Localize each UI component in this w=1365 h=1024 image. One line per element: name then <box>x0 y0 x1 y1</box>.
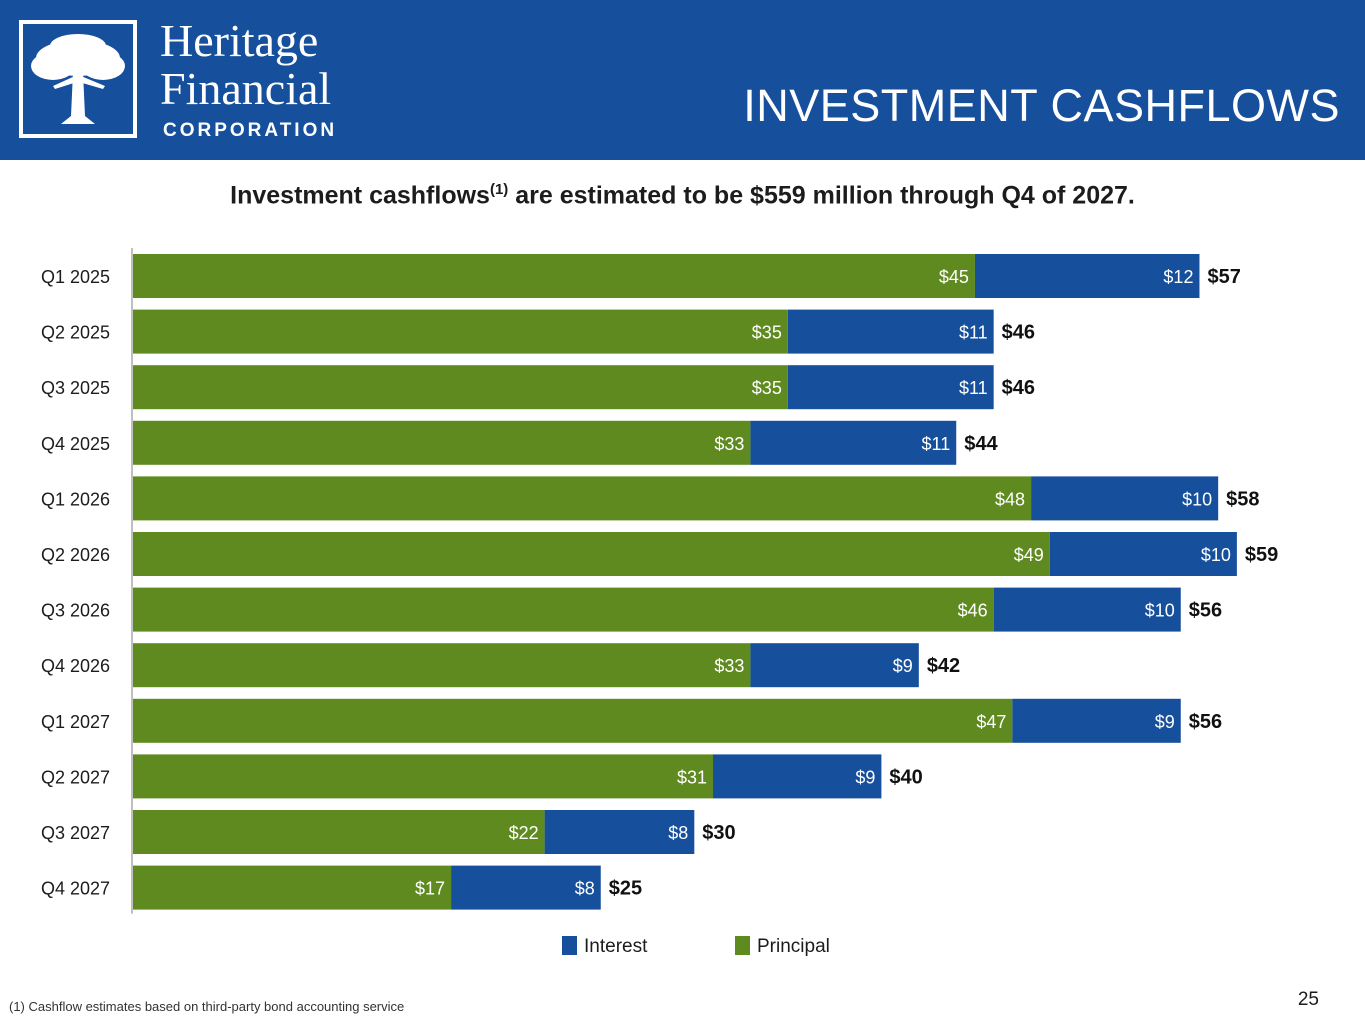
bar-interest <box>993 587 1181 632</box>
data-label-principal: $31 <box>677 767 707 787</box>
bar-principal <box>133 865 452 910</box>
bar-principal <box>133 254 975 298</box>
data-label-interest: $9 <box>855 767 875 787</box>
legend-item-principal: Principal <box>735 936 830 958</box>
bar-interest <box>544 810 695 854</box>
subtitle-text-before: Investment cashflows <box>230 181 490 210</box>
category-label: Q3 2027 <box>41 823 110 843</box>
category-label: Q4 2025 <box>41 434 110 454</box>
legend-swatch-principal <box>735 936 750 955</box>
data-label-principal: $17 <box>415 879 445 899</box>
logo-wordmark-line1: Heritage <box>160 15 319 66</box>
bar-interest <box>787 309 994 354</box>
data-label-interest: $12 <box>1163 267 1193 287</box>
bar-principal <box>133 754 714 799</box>
subtitle-text-after: are estimated to be $559 million through… <box>508 181 1135 210</box>
data-label-total: $25 <box>609 878 642 900</box>
subtitle-superscript: (1) <box>489 181 509 198</box>
bar-principal <box>133 420 751 465</box>
data-label-interest: $10 <box>1145 601 1175 621</box>
page-number: 25 <box>1297 989 1319 1010</box>
data-label-interest: $11 <box>959 378 988 398</box>
bar-principal <box>133 365 788 410</box>
bar-interest <box>1012 698 1181 743</box>
category-label: Q1 2027 <box>41 712 110 732</box>
bar-principal <box>133 532 1050 576</box>
data-label-interest: $8 <box>575 879 595 899</box>
category-label: Q2 2026 <box>41 545 110 565</box>
legend-item-interest: Interest <box>562 936 647 958</box>
data-label-interest: $8 <box>668 823 688 843</box>
bar-principal <box>133 309 788 354</box>
data-label-total: $42 <box>927 655 960 677</box>
bar-principal <box>133 476 1032 521</box>
footnote: (1) Cashflow estimates based on third-pa… <box>9 999 405 1014</box>
category-label: Q4 2026 <box>41 656 110 676</box>
chart-subtitle: Investment cashflows(1) are estimated to… <box>0 181 1365 210</box>
logo-wordmark-line2: Financial <box>160 63 332 114</box>
bar-interest <box>750 643 919 688</box>
data-label-total: $58 <box>1226 488 1259 510</box>
bar-interest <box>787 365 994 410</box>
data-label-total: $57 <box>1207 266 1240 288</box>
data-label-total: $59 <box>1245 544 1278 566</box>
bar-interest <box>1031 476 1219 521</box>
data-label-interest: $10 <box>1182 489 1212 509</box>
bar-principal <box>133 643 751 688</box>
data-label-principal: $49 <box>1014 545 1044 565</box>
bar-interest <box>750 420 957 465</box>
tree-icon <box>31 34 125 124</box>
legend-label-principal: Principal <box>757 936 830 957</box>
bar-interest <box>451 865 601 910</box>
bar-interest <box>1049 532 1237 576</box>
logo-badge <box>19 20 137 138</box>
data-label-principal: $35 <box>752 323 782 343</box>
data-label-principal: $35 <box>752 378 782 398</box>
bar-interest <box>713 754 882 799</box>
data-label-interest: $10 <box>1201 545 1231 565</box>
data-label-principal: $33 <box>714 656 744 676</box>
bar-principal <box>133 810 545 854</box>
data-label-interest: $9 <box>893 656 913 676</box>
data-label-principal: $48 <box>995 489 1025 509</box>
data-label-total: $44 <box>964 433 998 455</box>
legend-label-interest: Interest <box>584 936 648 957</box>
data-label-interest: $11 <box>922 434 951 454</box>
bar-principal <box>133 698 1013 743</box>
category-label: Q1 2025 <box>41 267 110 287</box>
data-label-principal: $22 <box>509 823 539 843</box>
data-label-interest: $11 <box>959 323 988 343</box>
data-label-principal: $47 <box>976 712 1006 732</box>
bar-interest <box>974 254 1200 298</box>
category-label: Q2 2027 <box>41 767 110 787</box>
logo-wordmark-line3: CORPORATION <box>163 120 338 141</box>
data-label-total: $30 <box>702 822 735 844</box>
data-label-principal: $46 <box>958 601 988 621</box>
data-label-total: $46 <box>1002 322 1035 344</box>
category-label: Q2 2025 <box>41 323 110 343</box>
data-label-principal: $45 <box>939 267 969 287</box>
data-label-total: $56 <box>1189 711 1222 733</box>
data-label-total: $40 <box>889 766 922 788</box>
header-banner: Heritage Financial CORPORATION INVESTMEN… <box>0 0 1365 160</box>
category-label: Q1 2026 <box>41 489 110 509</box>
category-label: Q3 2026 <box>41 601 110 621</box>
bar-principal <box>133 587 994 632</box>
data-label-total: $56 <box>1189 600 1222 622</box>
category-label: Q3 2025 <box>41 378 110 398</box>
legend-swatch-interest <box>562 936 577 955</box>
category-label: Q4 2027 <box>41 879 110 899</box>
data-label-interest: $9 <box>1155 712 1175 732</box>
data-label-total: $46 <box>1002 377 1035 399</box>
data-label-principal: $33 <box>714 434 744 454</box>
page-title: INVESTMENT CASHFLOWS <box>743 80 1340 131</box>
